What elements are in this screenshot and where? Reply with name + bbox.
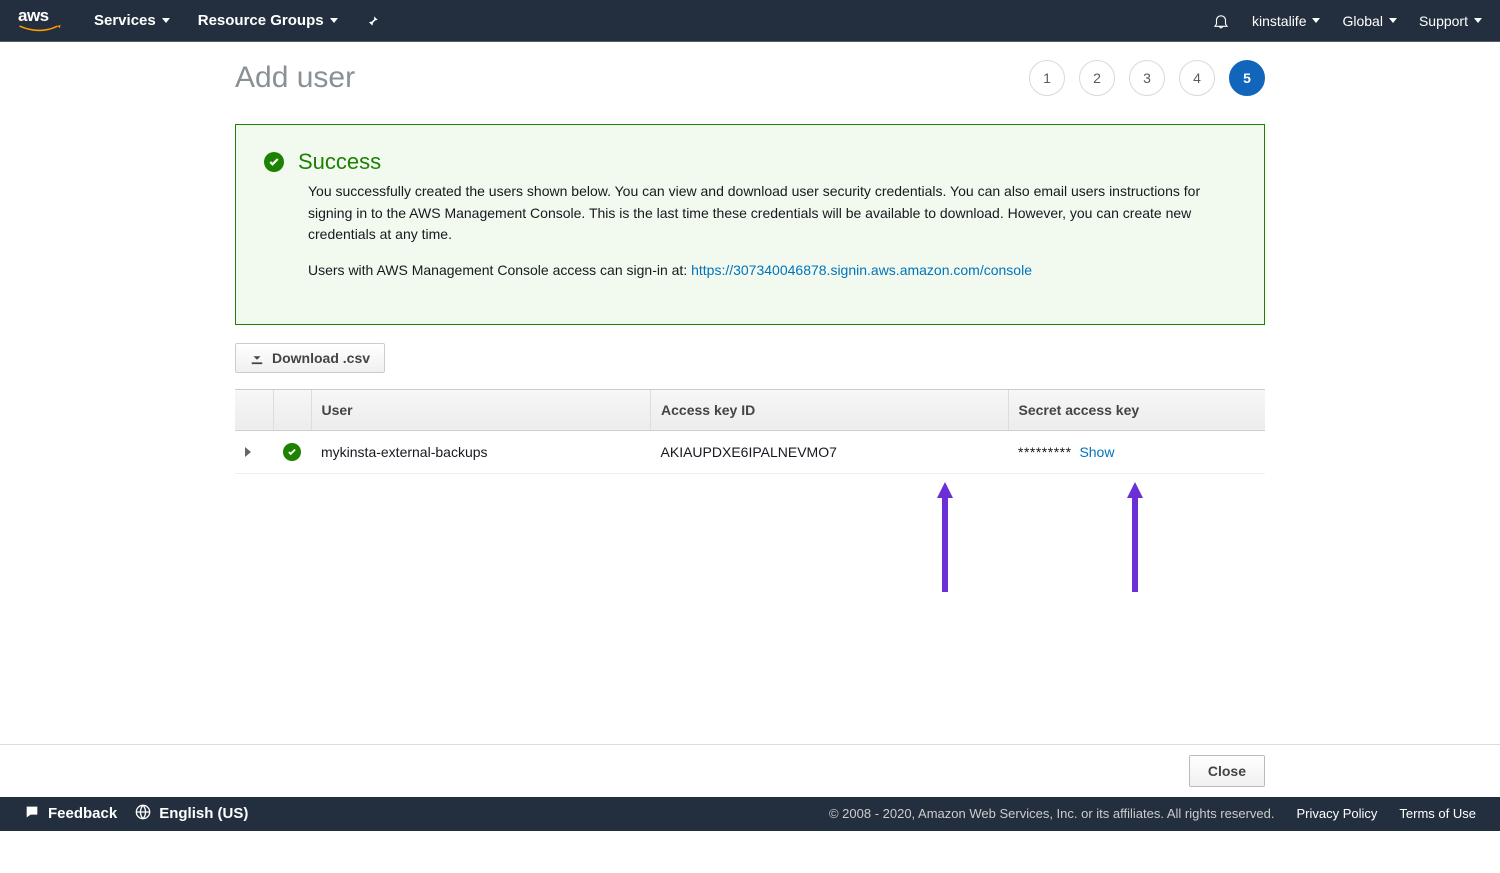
col-expand xyxy=(235,389,273,430)
aws-logo-text: aws xyxy=(18,7,49,24)
privacy-link[interactable]: Privacy Policy xyxy=(1297,806,1378,821)
footer: Feedback English (US) © 2008 - 2020, Ama… xyxy=(0,797,1500,831)
page-title: Add user xyxy=(235,61,355,95)
col-status xyxy=(273,389,311,430)
success-body-2: Users with AWS Management Console access… xyxy=(308,260,1236,282)
download-csv-label: Download .csv xyxy=(272,350,370,366)
caret-down-icon xyxy=(1312,18,1320,23)
language-selector[interactable]: English (US) xyxy=(135,804,248,824)
page-header: Add user 1 2 3 4 5 xyxy=(235,60,1265,96)
expand-cell[interactable] xyxy=(235,430,273,473)
success-alert: Success You successfully created the use… xyxy=(235,124,1265,325)
nav-support-label: Support xyxy=(1419,13,1468,29)
notifications-icon[interactable] xyxy=(1212,12,1230,30)
signin-url-link[interactable]: https://307340046878.signin.aws.amazon.c… xyxy=(691,262,1032,278)
annotation-arrows xyxy=(235,474,1265,594)
success-check-icon xyxy=(264,152,284,172)
nav-resource-groups-label: Resource Groups xyxy=(198,12,324,29)
stepper: 1 2 3 4 5 xyxy=(1029,60,1265,96)
chat-icon xyxy=(24,804,40,824)
nav-right: kinstalife Global Support xyxy=(1212,12,1482,30)
caret-down-icon xyxy=(1474,18,1482,23)
table-row: mykinsta-external-backups AKIAUPDXE6IPAL… xyxy=(235,430,1265,473)
secret-cell: ********* Show xyxy=(1008,430,1265,473)
action-bar: Close xyxy=(0,744,1500,797)
success-body-2-prefix: Users with AWS Management Console access… xyxy=(308,262,691,278)
main-content: Add user 1 2 3 4 5 Success You successfu… xyxy=(235,42,1265,594)
nav-region[interactable]: Global xyxy=(1342,13,1396,29)
globe-icon xyxy=(135,804,151,824)
nav-support[interactable]: Support xyxy=(1419,13,1482,29)
step-2[interactable]: 2 xyxy=(1079,60,1115,96)
step-5[interactable]: 5 xyxy=(1229,60,1265,96)
col-secret: Secret access key xyxy=(1008,389,1265,430)
nav-services-label: Services xyxy=(94,12,156,29)
caret-down-icon xyxy=(1389,18,1397,23)
nav-services[interactable]: Services xyxy=(94,12,170,29)
secret-mask: ********* xyxy=(1018,444,1072,460)
show-secret-link[interactable]: Show xyxy=(1079,444,1114,460)
caret-down-icon xyxy=(162,18,170,23)
user-cell: mykinsta-external-backups xyxy=(311,430,651,473)
arrow-access-key xyxy=(935,482,955,595)
nav-region-label: Global xyxy=(1342,13,1382,29)
nav-account[interactable]: kinstalife xyxy=(1252,13,1320,29)
download-csv-button[interactable]: Download .csv xyxy=(235,343,385,373)
access-key-cell: AKIAUPDXE6IPALNEVMO7 xyxy=(651,430,1008,473)
aws-logo[interactable]: aws xyxy=(18,7,62,34)
top-nav: aws Services Resource Groups kinstalife … xyxy=(0,0,1500,42)
row-success-icon xyxy=(283,443,301,461)
nav-resource-groups[interactable]: Resource Groups xyxy=(198,12,338,29)
caret-down-icon xyxy=(330,18,338,23)
aws-smile-icon xyxy=(18,24,62,34)
expand-caret-icon xyxy=(245,447,251,457)
nav-account-label: kinstalife xyxy=(1252,13,1306,29)
col-access-key: Access key ID xyxy=(651,389,1008,430)
step-4[interactable]: 4 xyxy=(1179,60,1215,96)
success-title: Success xyxy=(298,149,381,175)
step-3[interactable]: 3 xyxy=(1129,60,1165,96)
status-cell xyxy=(273,430,311,473)
step-1[interactable]: 1 xyxy=(1029,60,1065,96)
feedback-label: Feedback xyxy=(48,805,117,822)
feedback-link[interactable]: Feedback xyxy=(24,804,117,824)
col-user: User xyxy=(311,389,651,430)
arrow-secret xyxy=(1125,482,1145,595)
pin-icon[interactable] xyxy=(366,14,380,28)
close-button[interactable]: Close xyxy=(1189,755,1265,787)
nav-left: Services Resource Groups xyxy=(94,12,380,29)
footer-copyright: © 2008 - 2020, Amazon Web Services, Inc.… xyxy=(829,806,1275,821)
download-icon xyxy=(250,351,264,365)
terms-link[interactable]: Terms of Use xyxy=(1399,806,1476,821)
users-table: User Access key ID Secret access key myk… xyxy=(235,389,1265,474)
language-label: English (US) xyxy=(159,805,248,822)
success-body-1: You successfully created the users shown… xyxy=(308,181,1236,246)
